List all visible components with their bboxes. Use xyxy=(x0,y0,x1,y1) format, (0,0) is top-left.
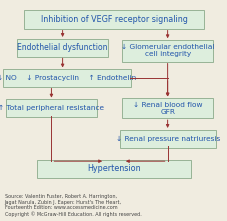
Text: Endothelial dysfunction: Endothelial dysfunction xyxy=(17,43,107,52)
Text: Inhibition of VEGF receptor signaling: Inhibition of VEGF receptor signaling xyxy=(40,15,187,24)
FancyBboxPatch shape xyxy=(121,40,212,62)
FancyBboxPatch shape xyxy=(119,130,215,148)
FancyBboxPatch shape xyxy=(3,69,130,87)
Text: Hypertension: Hypertension xyxy=(87,164,140,173)
Text: ↓ Renal pressure natriuresis: ↓ Renal pressure natriuresis xyxy=(115,136,219,142)
FancyBboxPatch shape xyxy=(6,99,97,117)
Text: ↓ Renal blood flow
GFR: ↓ Renal blood flow GFR xyxy=(132,102,202,115)
Text: ↑ Total peripheral resistance: ↑ Total peripheral resistance xyxy=(0,105,104,111)
Text: ↓ NO    ↓ Prostacyclin    ↑ Endothelin: ↓ NO ↓ Prostacyclin ↑ Endothelin xyxy=(0,75,136,81)
FancyBboxPatch shape xyxy=(17,39,108,57)
FancyBboxPatch shape xyxy=(37,160,190,178)
FancyBboxPatch shape xyxy=(121,98,212,118)
Text: Source: Valentin Fuster, Robert A. Harrington,
Jagat Narula, Zubin J. Eapen: Hur: Source: Valentin Fuster, Robert A. Harri… xyxy=(5,194,141,217)
FancyBboxPatch shape xyxy=(23,10,204,29)
Text: ↓ Glomerular endothelial
cell integrity: ↓ Glomerular endothelial cell integrity xyxy=(120,44,213,57)
